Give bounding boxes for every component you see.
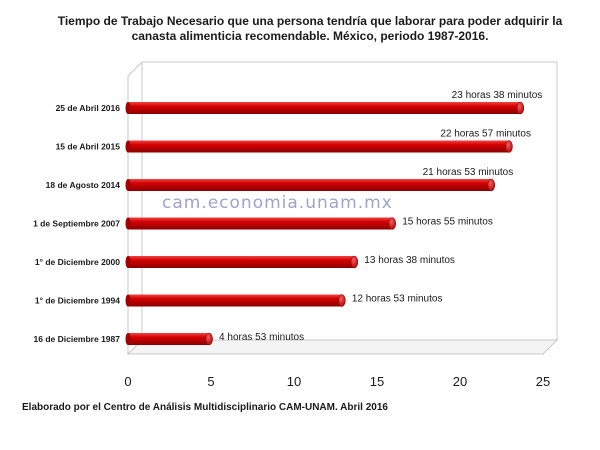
data-label: 21 horas 53 minutos bbox=[423, 167, 514, 178]
bar-body bbox=[128, 217, 393, 230]
bar-7: 4 horas 53 minutos bbox=[125, 332, 304, 346]
bar-cap bbox=[516, 101, 525, 115]
bar-cap bbox=[487, 178, 496, 192]
x-axis-ticks: 0 5 10 15 20 25 bbox=[124, 374, 550, 389]
bar-5: 13 horas 38 minutos bbox=[125, 255, 455, 269]
bar-6: 12 horas 53 minutos bbox=[125, 294, 443, 307]
chart-title: Tiempo de Trabajo Necesario que una pers… bbox=[57, 14, 563, 43]
data-label: 4 horas 53 minutos bbox=[219, 332, 304, 343]
category-label: 16 de Diciembre 1987 bbox=[34, 334, 121, 344]
category-label: 1 de Septiembre 2007 bbox=[33, 219, 120, 229]
x-tick-label: 5 bbox=[207, 374, 214, 389]
category-label: 1° de Diciembre 2000 bbox=[35, 257, 120, 267]
watermark-text: cam.economia.unam.mx bbox=[162, 193, 393, 213]
x-tick-label: 15 bbox=[370, 374, 384, 389]
bar-body bbox=[128, 294, 342, 307]
bar-body bbox=[128, 179, 492, 191]
data-label: 15 horas 55 minutos bbox=[402, 217, 493, 228]
data-label: 22 horas 57 minutos bbox=[440, 129, 531, 140]
source-note: Elaborado por el Centro de Análisis Mult… bbox=[22, 402, 388, 413]
bar-body bbox=[128, 333, 210, 345]
bar-cap bbox=[505, 140, 513, 153]
x-tick-label: 20 bbox=[453, 374, 467, 389]
bar-base bbox=[125, 140, 131, 153]
data-label: 13 horas 38 minutos bbox=[364, 255, 455, 266]
category-label: 15 de Abril 2015 bbox=[56, 142, 121, 152]
data-label: 12 horas 53 minutos bbox=[352, 294, 443, 305]
bar-body bbox=[128, 140, 509, 153]
x-tick-label: 0 bbox=[124, 374, 131, 389]
category-label: 1° de Diciembre 1994 bbox=[35, 296, 120, 306]
bar-2: 22 horas 57 minutos bbox=[125, 129, 531, 153]
bar-3: 21 horas 53 minutos bbox=[125, 167, 514, 192]
bar-cap bbox=[338, 294, 346, 307]
plot-frame bbox=[126, 61, 559, 355]
bar-body bbox=[128, 256, 355, 268]
x-tick-label: 25 bbox=[536, 374, 550, 389]
bar-base bbox=[125, 333, 131, 345]
bar-cap bbox=[205, 332, 213, 346]
x-tick-label: 10 bbox=[287, 374, 301, 389]
bar-body bbox=[128, 102, 521, 114]
bar-base bbox=[125, 217, 131, 230]
category-label: 18 de Agosto 2014 bbox=[46, 180, 121, 190]
bar-base bbox=[125, 256, 131, 268]
bar-cap bbox=[350, 255, 359, 269]
bar-base bbox=[125, 102, 131, 114]
bar-base bbox=[125, 294, 131, 307]
bar-4: 15 horas 55 minutos bbox=[125, 217, 493, 230]
bars: 23 horas 38 minutos 22 horas 57 minutos 21… bbox=[125, 90, 543, 346]
bar-1: 23 horas 38 minutos bbox=[125, 90, 543, 115]
category-label: 25 de Abril 2016 bbox=[56, 103, 121, 113]
bar-base bbox=[125, 179, 131, 191]
category-labels: 25 de Abril 2016 15 de Abril 2015 18 de Ag… bbox=[33, 103, 120, 344]
bar-cap bbox=[388, 217, 396, 230]
data-label: 23 horas 38 minutos bbox=[452, 90, 543, 101]
corner-edge bbox=[127, 61, 143, 77]
